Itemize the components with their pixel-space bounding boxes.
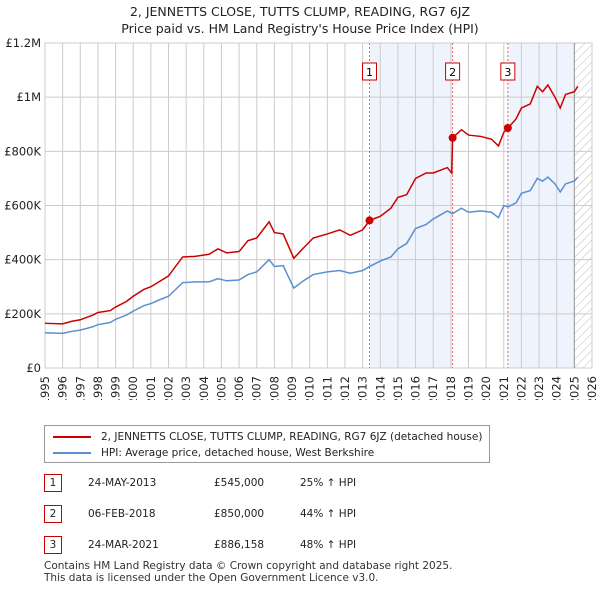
sale-label-box <box>361 62 377 81</box>
x-tick-label: 1999 <box>109 376 123 400</box>
sale-row: 1 24-MAY-2013 £545,000 25% ↑ HPI <box>44 474 356 492</box>
x-tick-label: 2013 <box>356 376 370 400</box>
legend-item-hpi: HPI: Average price, detached house, West… <box>53 447 374 459</box>
y-tick-label: £600K <box>4 199 41 213</box>
sale-label: 2 <box>449 66 456 79</box>
x-tick-label: 2018 <box>444 376 458 400</box>
x-tick-label: 2011 <box>320 376 334 400</box>
x-tick-label: 2005 <box>214 376 228 400</box>
x-tick-label: 2015 <box>391 376 405 400</box>
legend-swatch-blue <box>53 452 91 454</box>
x-tick-label: 2006 <box>232 376 246 400</box>
footer-line-1: Contains HM Land Registry data © Crown c… <box>44 560 453 572</box>
sale-hpi-change: 25% ↑ HPI <box>300 477 357 489</box>
x-tick-label: 2021 <box>497 376 511 400</box>
sale-hpi-change: 48% ↑ HPI <box>300 539 357 551</box>
sale-row: 3 24-MAR-2021 £886,158 48% ↑ HPI <box>44 536 356 554</box>
sale-price: £545,000 <box>214 477 265 489</box>
x-tick-label: 2010 <box>303 376 317 400</box>
footer-line-2: This data is licensed under the Open Gov… <box>44 572 379 584</box>
x-tick-label: 2000 <box>126 376 140 400</box>
x-tick-label: 2014 <box>373 376 387 400</box>
legend: 2, JENNETTS CLOSE, TUTTS CLUMP, READING,… <box>44 425 490 463</box>
x-tick-label: 1997 <box>73 376 87 400</box>
x-tick-label: 2012 <box>338 376 352 400</box>
x-tick-label: 2024 <box>550 376 564 400</box>
sale-number-badge: 3 <box>44 536 62 554</box>
sale-price: £850,000 <box>214 508 265 520</box>
sale-hpi-change: 44% ↑ HPI <box>300 508 357 520</box>
x-tick-label: 2022 <box>514 376 528 400</box>
sale-point <box>365 216 374 225</box>
sale-label: 3 <box>504 66 511 79</box>
sale-price: £886,158 <box>214 539 265 551</box>
sale-number-badge: 2 <box>44 505 62 523</box>
y-tick-label: £1M <box>16 90 41 104</box>
sale-number-badge: 1 <box>44 474 62 492</box>
title-line-2: Price paid vs. HM Land Registry's House … <box>121 21 479 36</box>
sale-label-box <box>500 62 516 81</box>
legend-label: HPI: Average price, detached house, West… <box>101 447 375 459</box>
x-tick-label: 2019 <box>461 376 475 400</box>
series-line <box>44 83 579 325</box>
sale-label: 1 <box>366 66 373 79</box>
legend-label: 2, JENNETTS CLOSE, TUTTS CLUMP, READING,… <box>101 431 483 443</box>
footer: Contains HM Land Registry data © Crown c… <box>44 560 452 584</box>
chart-title: 2, JENNETTS CLOSE, TUTTS CLUMP, READING,… <box>0 3 600 37</box>
sale-date: 06-FEB-2018 <box>88 508 156 520</box>
x-tick-label: 2004 <box>197 376 211 400</box>
price-chart: 1995 1996 1997 1998 1999 2000 2001 2002 2003 2004… <box>4 36 599 400</box>
x-tick-label: 2026 <box>585 376 599 400</box>
legend-item-property: 2, JENNETTS CLOSE, TUTTS CLUMP, READING,… <box>53 431 482 443</box>
x-tick-label: 2008 <box>267 376 281 400</box>
x-tick-label: 2020 <box>479 376 493 400</box>
y-tick-label: £400K <box>4 253 41 267</box>
legend-swatch-red <box>53 436 91 438</box>
x-tick-label: 2009 <box>285 376 299 400</box>
x-tick-label: 1998 <box>91 376 105 400</box>
x-tick-label: 2001 <box>144 376 158 400</box>
x-tick-label: 2002 <box>162 376 176 400</box>
title-line-1: 2, JENNETTS CLOSE, TUTTS CLUMP, READING,… <box>129 4 471 19</box>
x-tick-label: 1996 <box>56 376 70 400</box>
x-tick-label: 2003 <box>179 376 193 400</box>
sale-row: 2 06-FEB-2018 £850,000 44% ↑ HPI <box>44 505 356 523</box>
sale-point <box>448 133 457 142</box>
y-tick-label: £1.2M <box>5 36 41 50</box>
x-tick-label: 1995 <box>38 376 52 400</box>
x-tick-label: 2023 <box>532 376 546 400</box>
sale-point <box>503 123 512 132</box>
y-tick-label: £200K <box>4 307 41 321</box>
y-tick-label: £800K <box>4 144 41 158</box>
plot-border <box>44 42 593 369</box>
sale-date: 24-MAY-2013 <box>88 477 157 489</box>
x-tick-label: 2017 <box>426 376 440 400</box>
x-tick-label: 2016 <box>409 376 423 400</box>
sale-label-box <box>445 62 461 81</box>
sale-date: 24-MAR-2021 <box>88 539 159 551</box>
y-tick-label: £0 <box>26 361 41 375</box>
series-line <box>44 176 579 335</box>
x-tick-label: 2025 <box>567 376 581 400</box>
x-tick-label: 2007 <box>250 376 264 400</box>
